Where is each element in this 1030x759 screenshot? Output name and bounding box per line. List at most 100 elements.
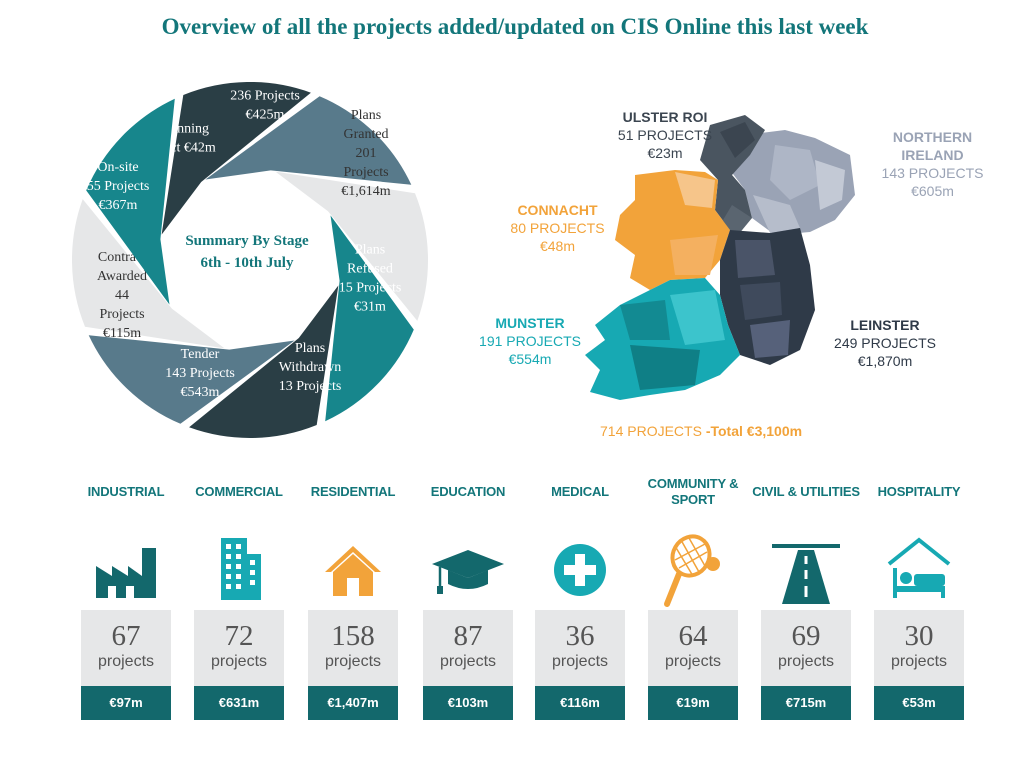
- medical-cross-icon: [554, 544, 606, 596]
- sector-count-box: 67 projects: [81, 610, 171, 686]
- region-value: €48m: [539, 238, 576, 254]
- stage-label-line: €367m: [99, 198, 138, 213]
- graduation-cap-icon: [432, 550, 504, 594]
- sector-name: MEDICAL: [551, 484, 609, 499]
- sector-unit: projects: [324, 653, 382, 670]
- region-value: €605m: [911, 183, 954, 199]
- sector-count-box: 64 projects: [648, 610, 738, 686]
- tennis-racket-icon: [664, 534, 720, 607]
- sector-count: 30: [904, 620, 934, 652]
- region-label-connacht: CONNACHT 80 PROJECTS €48m: [500, 201, 615, 255]
- sector-name: RESIDENTIAL: [310, 484, 396, 499]
- stage-label-line: 143 Projects: [165, 366, 235, 381]
- sector-count: 64: [678, 620, 708, 652]
- stage-label-line: Plans: [355, 243, 385, 258]
- region-name: MUNSTER: [495, 315, 565, 331]
- total-projects: 714 PROJECTS: [600, 423, 702, 439]
- stage-label-line: 201: [356, 146, 377, 161]
- stage-label-line: Withdrawn: [279, 360, 341, 375]
- region-name: NORTHERN IRELAND: [892, 129, 973, 163]
- stage-label-line: 44: [115, 288, 129, 303]
- sector-count-box: 30 projects: [874, 610, 964, 686]
- region-value: €554m: [508, 351, 552, 367]
- stage-label-line: Awarded: [97, 269, 147, 284]
- stage-segment-tender: [88, 335, 295, 424]
- stage-label-line: On-site: [97, 160, 138, 175]
- stage-segment-plans-refused: [325, 215, 414, 422]
- stage-label-line: Submitted: [236, 70, 294, 85]
- stage-label-line: Granted: [343, 127, 388, 142]
- region-label-munster: MUNSTER 191 PROJECTS €554m: [470, 314, 590, 368]
- sector-name: INDUSTRIAL: [87, 484, 165, 499]
- hotel-bed-icon: [887, 537, 951, 598]
- total-value: -Total €3,100m: [705, 423, 803, 439]
- sector-value: €631m: [194, 686, 284, 720]
- stage-label-plans-submitted: PlansSubmitted236 Projects€425m: [230, 70, 300, 123]
- region-projects: 51 PROJECTS: [617, 127, 713, 143]
- stage-label-line: €543m: [181, 385, 220, 400]
- stage-label-line: 236 Projects: [230, 89, 300, 104]
- map-region-connacht: [615, 170, 730, 290]
- sector-count: 69: [791, 620, 821, 652]
- stage-label-plans-withdrawn: Plans Withdrawn 13 Projects: [279, 341, 342, 394]
- sector-count-box: 36 projects: [535, 610, 625, 686]
- sector-value: €1,407m: [308, 686, 398, 720]
- region-label-northern-ireland: NORTHERN IRELAND 143 PROJECTS €605m: [870, 128, 995, 200]
- stage-label-line: €31m: [354, 300, 386, 315]
- stage-label-line: €1,614m: [341, 184, 391, 199]
- sector-name: HOSPITALITY: [877, 484, 961, 499]
- map-region-ulster-roi: [700, 115, 765, 235]
- region-name: ULSTER ROI: [622, 109, 708, 125]
- region-projects: 249 PROJECTS: [834, 335, 936, 351]
- sector-name: EDUCATION: [430, 484, 506, 499]
- region-value: €1,870m: [857, 353, 913, 369]
- sector-name: CIVIL & UTILITIES: [752, 484, 860, 499]
- stage-label-line: €115m: [103, 326, 141, 341]
- region-projects: 143 PROJECTS: [881, 165, 984, 181]
- sector-unit: projects: [664, 653, 722, 670]
- map-region-northern-ireland: [730, 130, 855, 235]
- sector-count: 158: [331, 620, 375, 652]
- stage-segment-plans-submitted: [205, 96, 412, 185]
- stage-segment-on-site: [86, 98, 175, 305]
- summary-heading: Summary By Stage: [185, 233, 309, 249]
- sector-count-box: 69 projects: [761, 610, 851, 686]
- sector-value: €715m: [761, 686, 851, 720]
- sector-value: €116m: [535, 686, 625, 720]
- sector-value: €97m: [81, 686, 171, 720]
- sector-name: COMMERCIAL: [195, 484, 283, 499]
- stage-label-line: Plans: [295, 341, 325, 356]
- sector-count-box: 72 projects: [194, 610, 284, 686]
- road-icon: [772, 544, 840, 604]
- sector-count-box: 87 projects: [423, 610, 513, 686]
- stage-segment-pre-planning: [161, 81, 311, 235]
- sector-count: 36: [565, 620, 595, 652]
- region-value: €23m: [647, 145, 683, 161]
- stage-label-plans-refused: Plans Refused 15 Projects €31m: [339, 243, 402, 315]
- region-label-ulster-roi: ULSTER ROI 51 PROJECTS €23m: [610, 108, 720, 162]
- stage-label-line: 13 Projects: [279, 379, 342, 394]
- ireland-map: [585, 115, 855, 400]
- sector-unit: projects: [97, 653, 155, 670]
- sector-unit: projects: [210, 653, 268, 670]
- sector-name: COMMUNITY & SPORT: [647, 476, 739, 507]
- sector-count: 72: [224, 620, 254, 652]
- stage-label-on-site: On-site 55 Projects €367m: [87, 160, 150, 213]
- sector-count: 87: [453, 620, 483, 652]
- stage-label-line: €425m: [246, 108, 285, 123]
- region-name: CONNACHT: [517, 202, 598, 218]
- stage-label-line: Projects: [343, 165, 388, 180]
- stage-label-line: Refused: [347, 262, 393, 277]
- stage-label-tender: Tender 143 Projects €543m: [165, 347, 235, 400]
- region-projects: 80 PROJECTS: [510, 220, 605, 236]
- stage-label-plans-granted: Plans Granted 201 Projects €1,614m: [341, 108, 391, 199]
- sector-unit: projects: [890, 653, 948, 670]
- factory-icon: [96, 548, 156, 598]
- stage-segment-plans-granted: [275, 171, 429, 321]
- map-region-leinster: [720, 228, 815, 365]
- sector-value: €53m: [874, 686, 964, 720]
- total-projects-line: 714 PROJECTS -Total €3,100m: [600, 423, 802, 439]
- sector-unit: projects: [439, 653, 497, 670]
- house-icon: [325, 546, 381, 596]
